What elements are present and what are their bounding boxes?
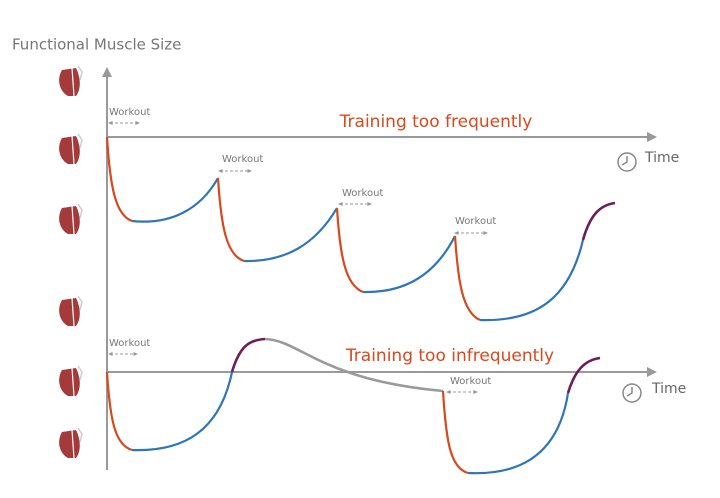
title: Functional Muscle Size	[12, 36, 181, 54]
muscle-icons	[58, 65, 83, 459]
workout-label: Workout	[222, 154, 263, 165]
workout-label: Workout	[342, 188, 383, 199]
panel-label: Training too infrequently	[345, 346, 554, 366]
workout-label: Workout	[109, 107, 150, 118]
workout-label: Workout	[109, 338, 150, 349]
curve-infrequent	[105, 337, 601, 475]
curve-frequent	[105, 136, 616, 322]
axis-label: Time	[651, 381, 686, 397]
workout-arrows	[108, 121, 488, 394]
axis-label: Time	[644, 150, 679, 166]
clock	[617, 152, 642, 403]
panel-label: Training too frequently	[339, 112, 533, 132]
workout-label: Workout	[455, 216, 496, 227]
workout-label: Workout	[450, 376, 491, 387]
